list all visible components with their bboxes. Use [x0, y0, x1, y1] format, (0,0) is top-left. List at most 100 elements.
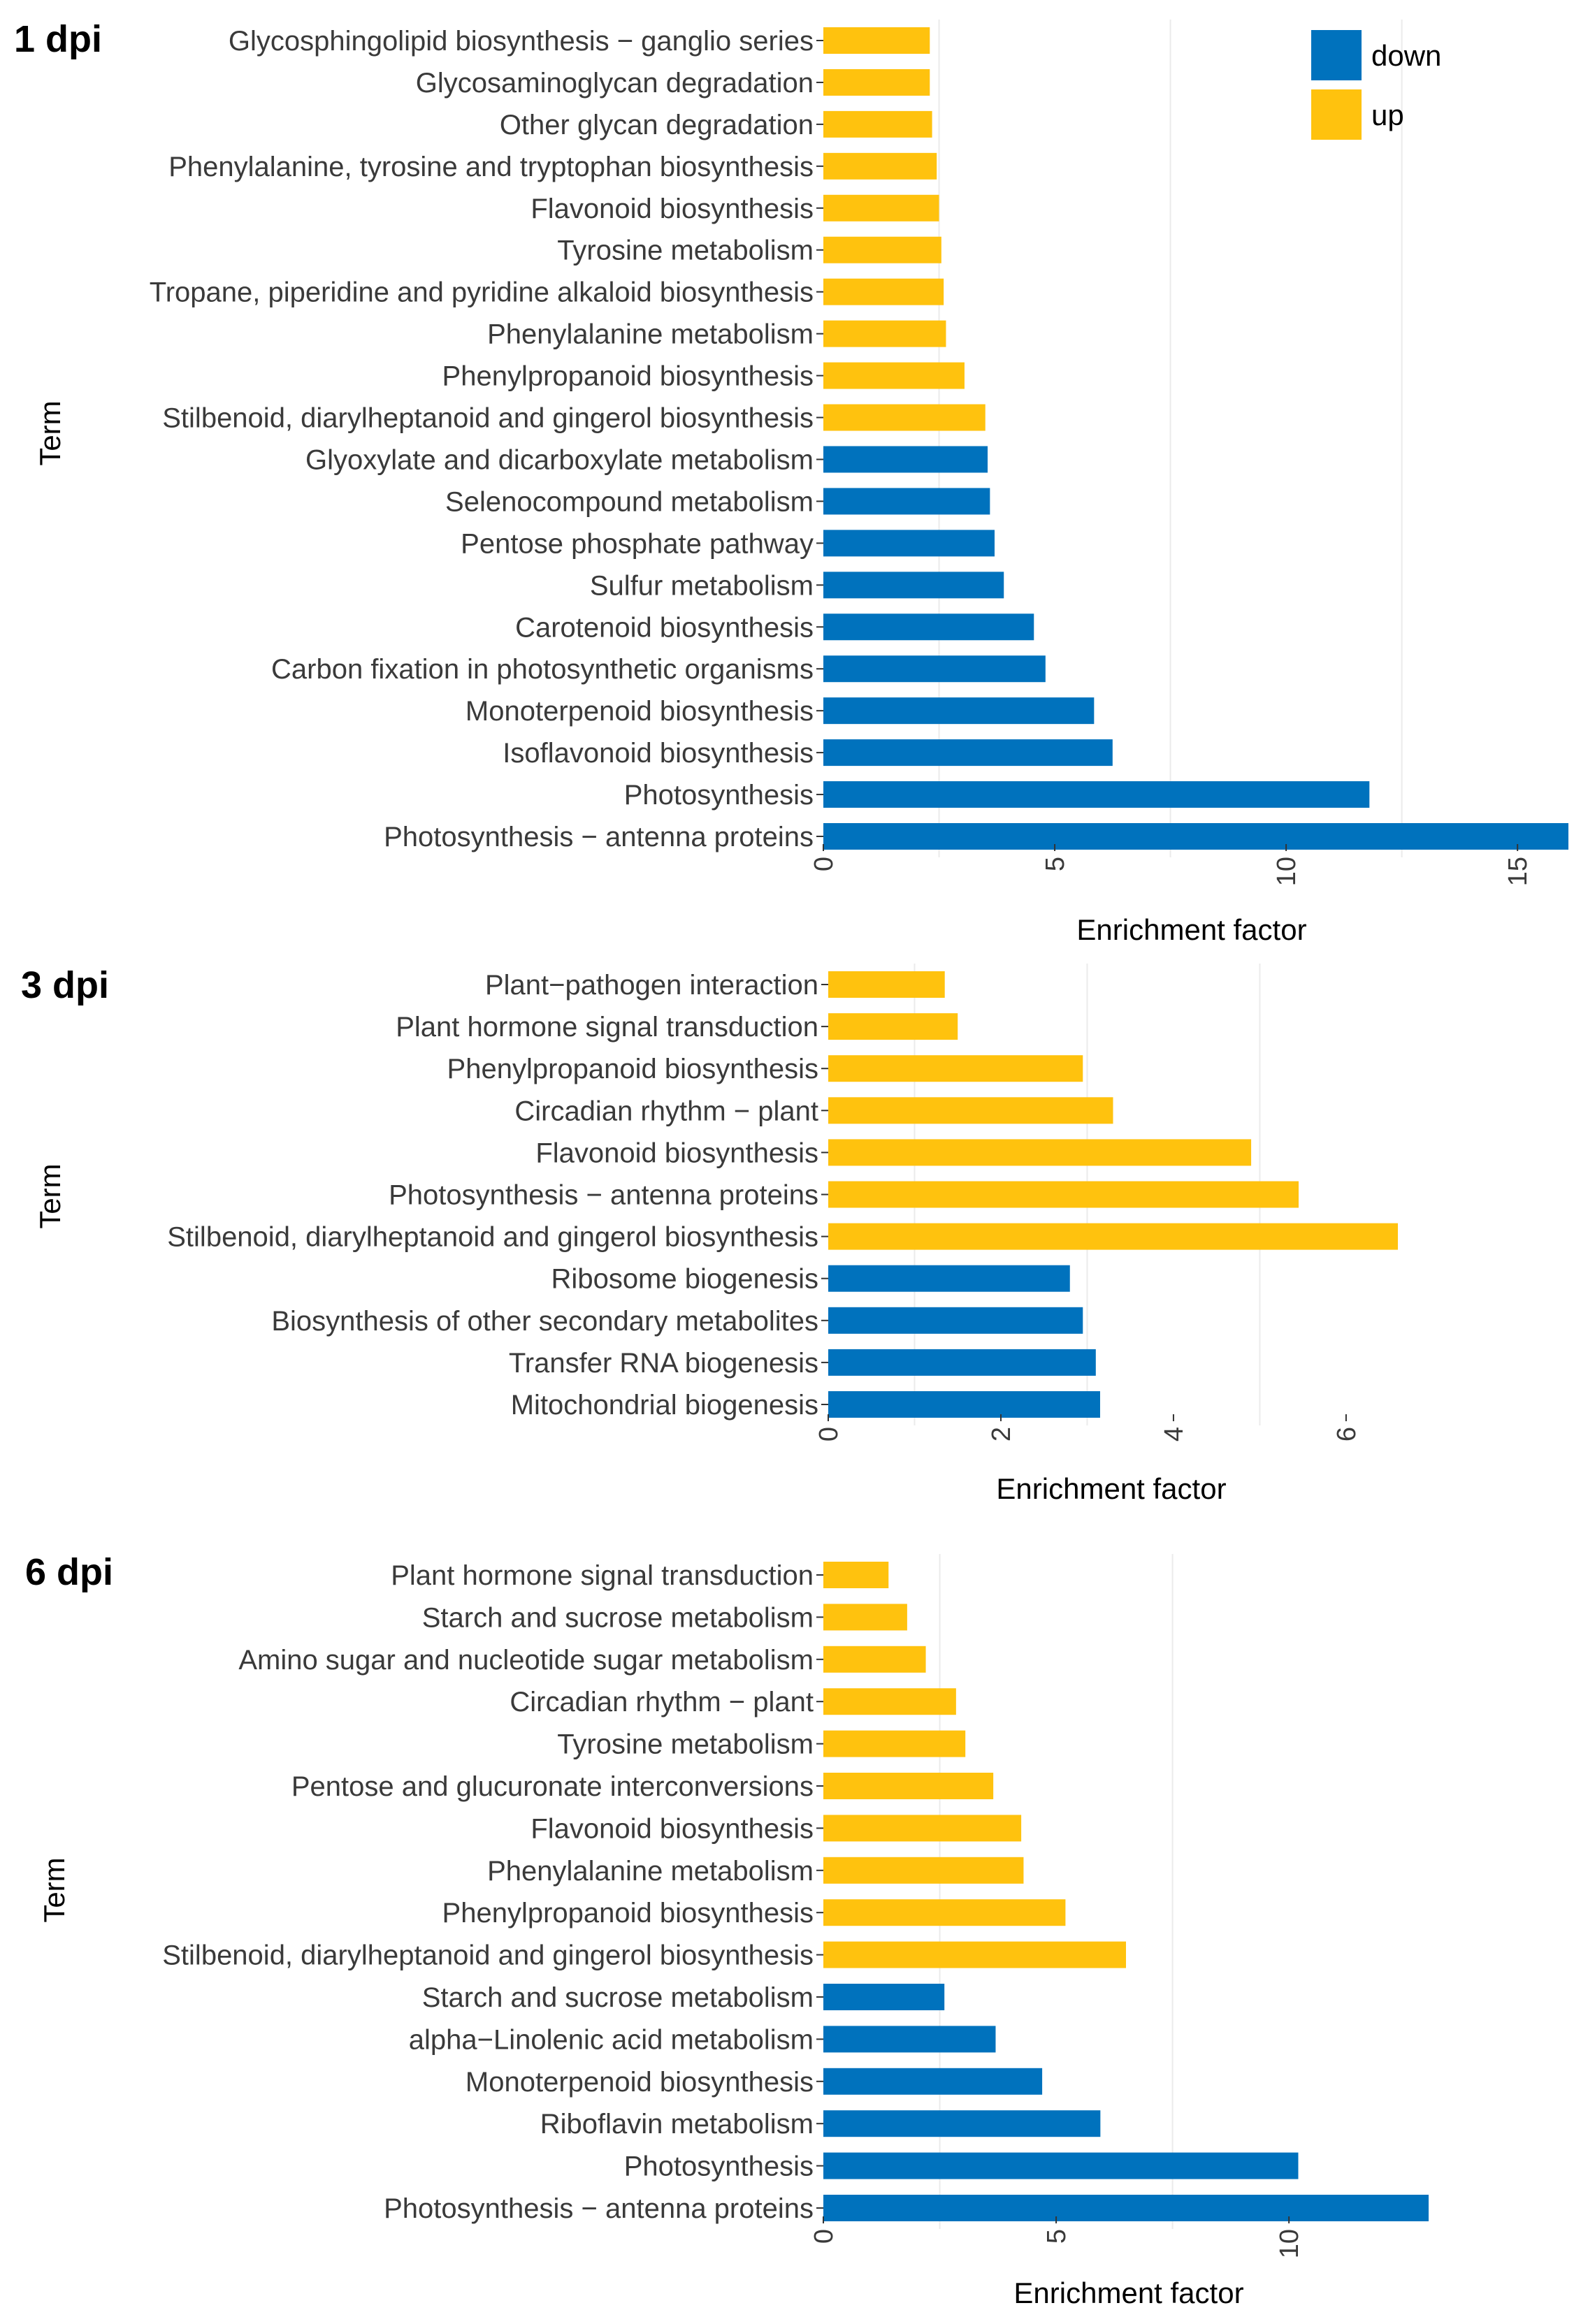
- term-label: Tyrosine metabolism: [557, 1729, 814, 1760]
- term-label: Photosynthesis − antenna proteins: [384, 822, 814, 852]
- bar: [823, 362, 965, 389]
- term-label: Tropane, piperidine and pyridine alkaloi…: [150, 277, 814, 308]
- term-labels: Plant−pathogen interaction Plant hormone …: [167, 970, 828, 1421]
- term-label: Stilbenoid, diarylheptanoid and gingerol…: [167, 1222, 818, 1253]
- legend-label-down: down: [1371, 39, 1441, 72]
- bar: [823, 110, 932, 138]
- x-tick-label: 6: [1332, 1427, 1362, 1441]
- bar: [823, 236, 941, 263]
- term-label: Ribosome biogenesis: [551, 1264, 818, 1295]
- bar: [823, 530, 995, 557]
- x-tick-label: 0: [814, 1427, 844, 1441]
- bar: [823, 781, 1370, 808]
- bar: [823, 1941, 1126, 1968]
- term-label: Pentose and glucuronate interconversions: [291, 1771, 814, 1802]
- term-label: Glyoxylate and dicarboxylate metabolism: [305, 444, 814, 475]
- y-axis-title: Term: [38, 1857, 71, 1922]
- term-label: Monoterpenoid biosynthesis: [465, 2067, 814, 2098]
- term-label: Amino sugar and nucleotide sugar metabol…: [238, 1645, 814, 1676]
- bar: [823, 613, 1034, 641]
- bar: [828, 1265, 1070, 1292]
- term-label: Phenylpropanoid biosynthesis: [442, 361, 814, 392]
- legend-swatch-down: [1311, 30, 1362, 80]
- term-label: Phenylpropanoid biosynthesis: [447, 1054, 818, 1084]
- term-label: Stilbenoid, diarylheptanoid and gingerol…: [162, 1940, 814, 1971]
- term-label: Other glycan degradation: [500, 110, 814, 140]
- bar: [823, 823, 1568, 850]
- panel-3dpi: 3 dpi Term Enrichment factor Plant−patho…: [21, 964, 1398, 1505]
- term-label: Phenylalanine, tyrosine and tryptophan b…: [168, 152, 814, 182]
- term-label: Isoflavonoid biosynthesis: [503, 738, 814, 769]
- legend-label-up: up: [1371, 99, 1404, 131]
- term-label: Stilbenoid, diarylheptanoid and gingerol…: [162, 403, 814, 434]
- term-label: Circadian rhythm − plant: [514, 1096, 818, 1126]
- x-tick-label: 4: [1160, 1427, 1189, 1441]
- bar: [823, 488, 990, 515]
- term-label: Carbon fixation in photosynthetic organi…: [271, 654, 814, 685]
- bar: [823, 1857, 1024, 1884]
- term-label: Transfer RNA biogenesis: [509, 1348, 818, 1379]
- panel-1dpi: 1 dpi Term Enrichment factor Glycosphing…: [14, 18, 1568, 946]
- bar: [823, 1773, 994, 1799]
- x-axis-title: Enrichment factor: [996, 1472, 1226, 1505]
- bar: [823, 1604, 907, 1631]
- bar: [823, 278, 944, 305]
- x-tick-label: 2: [987, 1427, 1016, 1441]
- bar: [823, 404, 986, 431]
- bar: [823, 27, 930, 54]
- term-label: Phenylalanine metabolism: [487, 319, 814, 350]
- bar: [823, 2068, 1043, 2095]
- bar: [823, 1646, 926, 1673]
- term-label: Pentose phosphate pathway: [461, 528, 814, 559]
- x-tick-label: 0: [809, 857, 839, 871]
- y-axis-title: Term: [34, 1163, 66, 1228]
- y-axis-title: Term: [34, 400, 66, 465]
- x-tick-label: 10: [1275, 2229, 1304, 2258]
- bar: [823, 152, 937, 180]
- term-label: Photosynthesis − antenna proteins: [384, 2193, 814, 2224]
- term-label: Biosynthesis of other secondary metaboli…: [271, 1306, 818, 1337]
- term-label: Tyrosine metabolism: [557, 235, 814, 266]
- bar: [828, 1055, 1083, 1082]
- bar: [828, 1181, 1299, 1208]
- term-label: Carotenoid biosynthesis: [515, 612, 814, 643]
- panel-label: 1 dpi: [14, 18, 102, 60]
- term-label: Plant hormone signal transduction: [396, 1012, 818, 1043]
- panel-6dpi: 6 dpi Term Enrichment factor Plant hormo…: [25, 1551, 1429, 2309]
- x-axis-ticks: 0 2 4 6: [814, 1414, 1362, 1441]
- bar: [823, 2110, 1101, 2137]
- bar: [828, 1097, 1113, 1124]
- x-tick-label: 15: [1503, 857, 1533, 886]
- term-label: Starch and sucrose metabolism: [422, 1982, 814, 2013]
- legend: down up: [1311, 30, 1441, 140]
- bars: [828, 971, 1398, 1418]
- x-tick-label: 10: [1272, 857, 1301, 886]
- bar: [828, 971, 945, 998]
- term-label: Plant hormone signal transduction: [391, 1560, 814, 1591]
- term-label: Glycosaminoglycan degradation: [416, 68, 814, 99]
- bar: [823, 1984, 945, 2010]
- bar: [823, 2195, 1429, 2221]
- bars: [823, 1562, 1429, 2221]
- x-tick-label: 5: [1042, 2229, 1071, 2244]
- bar: [828, 1013, 958, 1040]
- term-label: Flavonoid biosynthesis: [535, 1138, 818, 1168]
- term-label: Circadian rhythm − plant: [510, 1687, 814, 1717]
- term-label: Phenylalanine metabolism: [487, 1856, 814, 1887]
- bar: [823, 1899, 1066, 1926]
- bar: [823, 194, 939, 221]
- term-label: Flavonoid biosynthesis: [530, 1813, 814, 1844]
- bar: [828, 1391, 1100, 1418]
- term-label: Starch and sucrose metabolism: [422, 1602, 814, 1633]
- term-label: Sulfur metabolism: [590, 570, 814, 601]
- term-label: Monoterpenoid biosynthesis: [465, 696, 814, 727]
- bars: [823, 27, 1568, 850]
- term-label: Photosynthesis: [624, 780, 814, 811]
- bar: [823, 1562, 889, 1588]
- term-label: Photosynthesis − antenna proteins: [389, 1180, 818, 1211]
- term-label: Glycosphingolipid biosynthesis − ganglio…: [229, 26, 814, 57]
- term-label: Phenylpropanoid biosynthesis: [442, 1898, 814, 1929]
- bar: [823, 68, 930, 96]
